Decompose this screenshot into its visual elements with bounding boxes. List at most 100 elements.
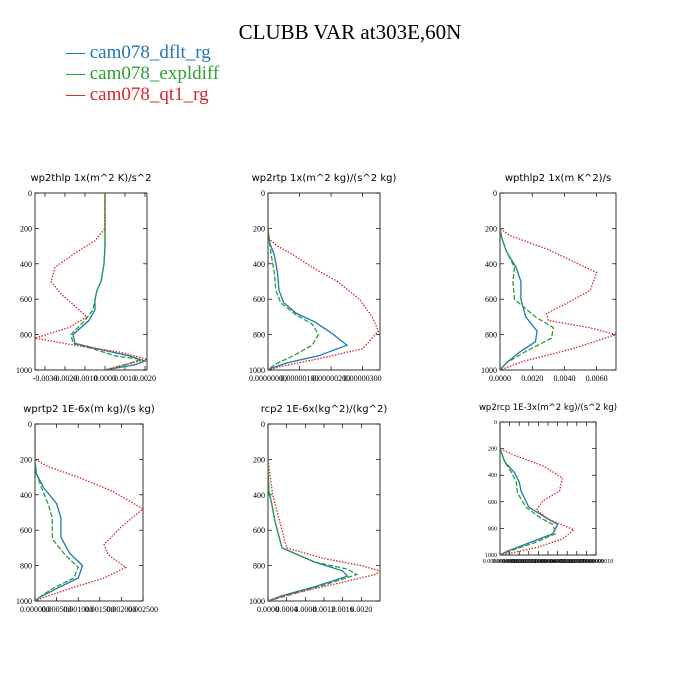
x-tick-label: 0.00000100	[281, 374, 319, 383]
y-tick-label: 600	[488, 500, 497, 506]
legend-swatch-dflt: —	[66, 42, 85, 63]
legend-item-dflt: — cam078_dflt_rg	[66, 42, 211, 64]
series-line-qt1	[500, 193, 616, 370]
x-tick-label: 0.00000300	[344, 374, 382, 383]
y-tick-label: 400	[485, 260, 497, 269]
x-tick-label: 0.0000000009	[569, 559, 604, 565]
x-tick-label: -0.0030	[33, 374, 58, 383]
panel-6: wp2rcp 1E-3x(m^2 kg)/(s^2 kg) 0 200 400 600 8…	[479, 403, 617, 565]
x-tick-label: 0.001500	[85, 605, 115, 614]
y-tick-label: 400	[20, 260, 32, 269]
y-tick-label: 400	[253, 491, 265, 500]
y-tick-label: 800	[488, 526, 497, 532]
x-tick-label: 0.0000000005	[531, 559, 566, 565]
legend-item-expldiff: — cam078_expldiff	[66, 63, 219, 85]
panel-2: wp2rtp 1x(m^2 kg)/(s^2 kg) 0 200 400 600 800 1…	[249, 173, 396, 383]
x-tick-label: 0.0016	[332, 605, 354, 614]
y-tick-label: 200	[20, 455, 32, 464]
x-tick-label: 0.0000000001	[492, 559, 527, 565]
x-tick-label: 0.0040	[553, 374, 575, 383]
y-tick-label: 800	[253, 331, 265, 340]
panel-3: wpthlp2 1x(m K^2)/s020040060080010000.00…	[481, 173, 617, 383]
legend-item-qt1: — cam078_qt1_rg	[66, 84, 209, 106]
y-tick-label: 600	[253, 295, 265, 304]
x-tick-label: 0.0000000000	[483, 559, 518, 565]
x-tick-label: 0.002500	[128, 605, 158, 614]
x-tick-label: 0.002000	[106, 605, 136, 614]
y-tick-label: 400	[488, 473, 497, 479]
legend-swatch-qt1: —	[66, 84, 85, 105]
y-tick-label: 800	[253, 562, 265, 571]
x-tick-label: 0.000500	[42, 605, 72, 614]
y-tick-label: 1000	[485, 553, 497, 559]
x-tick-label: 0.00000200	[312, 374, 350, 383]
legend-swatch-expldiff: —	[66, 63, 85, 84]
x-tick-label: 0.001000	[63, 605, 93, 614]
panel-frame-1	[34, 192, 148, 371]
series-line-dflt	[500, 193, 538, 370]
panel-1: wp2thlp 1x(m^2 K)/s^202004006008001000-0…	[16, 173, 156, 383]
y-tick-label: 0	[494, 420, 497, 426]
x-tick-label: 0.0020	[134, 374, 156, 383]
x-tick-label: 0.0060	[586, 374, 608, 383]
series-line-expldiff	[268, 424, 359, 601]
panel-title-1: wp2thlp 1x(m^2 K)/s^2	[30, 173, 151, 184]
x-tick-label: 0.0000000003	[512, 559, 547, 565]
panel-frame-3	[499, 192, 617, 371]
x-tick-label: 0.0012	[313, 605, 335, 614]
panel-title-4: wprtp2 1E-6x(m kg)/(s kg)	[23, 404, 155, 415]
legend-label-dflt: cam078_dflt_rg	[89, 42, 211, 63]
y-tick-label: 1000	[249, 366, 265, 375]
y-tick-label: 200	[20, 224, 32, 233]
x-tick-label: 0.00000000	[249, 374, 287, 383]
series-line-dflt	[72, 193, 147, 370]
panel-title-5: rcp2 1E-6x(kg^2)/(kg^2)	[261, 404, 388, 415]
legend-label-qt1: cam078_qt1_rg	[89, 84, 209, 105]
panel-frame-4	[34, 423, 144, 602]
y-tick-label: 0	[261, 420, 265, 429]
panel-frame-2	[267, 192, 381, 371]
x-tick-label: 0.0000000008	[560, 559, 595, 565]
series-line-expldiff	[268, 193, 320, 370]
panel-5: rcp2 1E-6x(kg^2)/(kg^2) 0 200 400 600 800 1000…	[249, 404, 387, 614]
series-line-dflt	[268, 193, 349, 370]
series-line-expldiff	[70, 193, 142, 370]
y-tick-label: 200	[485, 224, 497, 233]
y-tick-label: 600	[20, 526, 32, 535]
y-tick-label: 0	[261, 189, 265, 198]
panel-title-2: wp2rtp 1x(m^2 kg)/(s^2 kg)	[252, 173, 397, 184]
x-tick-label: 0.000000	[20, 605, 50, 614]
series-line-expldiff	[35, 424, 79, 601]
panel-frame-5	[267, 423, 381, 602]
y-tick-label: 1000	[481, 366, 497, 375]
x-tick-label: 0.0000	[94, 374, 116, 383]
series-line-expldiff	[500, 193, 554, 370]
y-tick-label: 800	[20, 562, 32, 571]
y-tick-label: 400	[20, 491, 32, 500]
panel-title-3: wpthlp2 1x(m K^2)/s	[505, 173, 611, 184]
series-line-qt1	[35, 193, 147, 370]
series-line-dflt	[268, 424, 349, 601]
y-tick-label: 0	[28, 189, 32, 198]
x-tick-label: 0.0008	[294, 605, 316, 614]
x-tick-label: -0.0020	[53, 374, 78, 383]
x-tick-label: 0.0020	[350, 605, 372, 614]
x-tick-label: 0.0000000002	[502, 559, 537, 565]
legend-label-expldiff: cam078_expldiff	[89, 63, 220, 84]
y-tick-label: 800	[20, 331, 32, 340]
x-tick-label: 0.0000	[257, 605, 279, 614]
y-tick-label: 200	[253, 455, 265, 464]
panel-title-6: wp2rcp 1E-3x(m^2 kg)/(s^2 kg)	[479, 403, 617, 413]
y-tick-label: 200	[488, 447, 497, 453]
y-tick-label: 600	[485, 295, 497, 304]
series-line-qt1	[268, 424, 380, 601]
y-tick-label: 600	[20, 295, 32, 304]
series-line-qt1	[500, 422, 576, 555]
y-tick-label: 0	[493, 189, 497, 198]
x-tick-label: 0.0000000010	[579, 559, 614, 565]
y-tick-label: 1000	[16, 366, 32, 375]
x-tick-label: 0.0000000004	[521, 559, 556, 565]
y-tick-label: 400	[253, 260, 265, 269]
series-line-dflt	[500, 422, 559, 555]
